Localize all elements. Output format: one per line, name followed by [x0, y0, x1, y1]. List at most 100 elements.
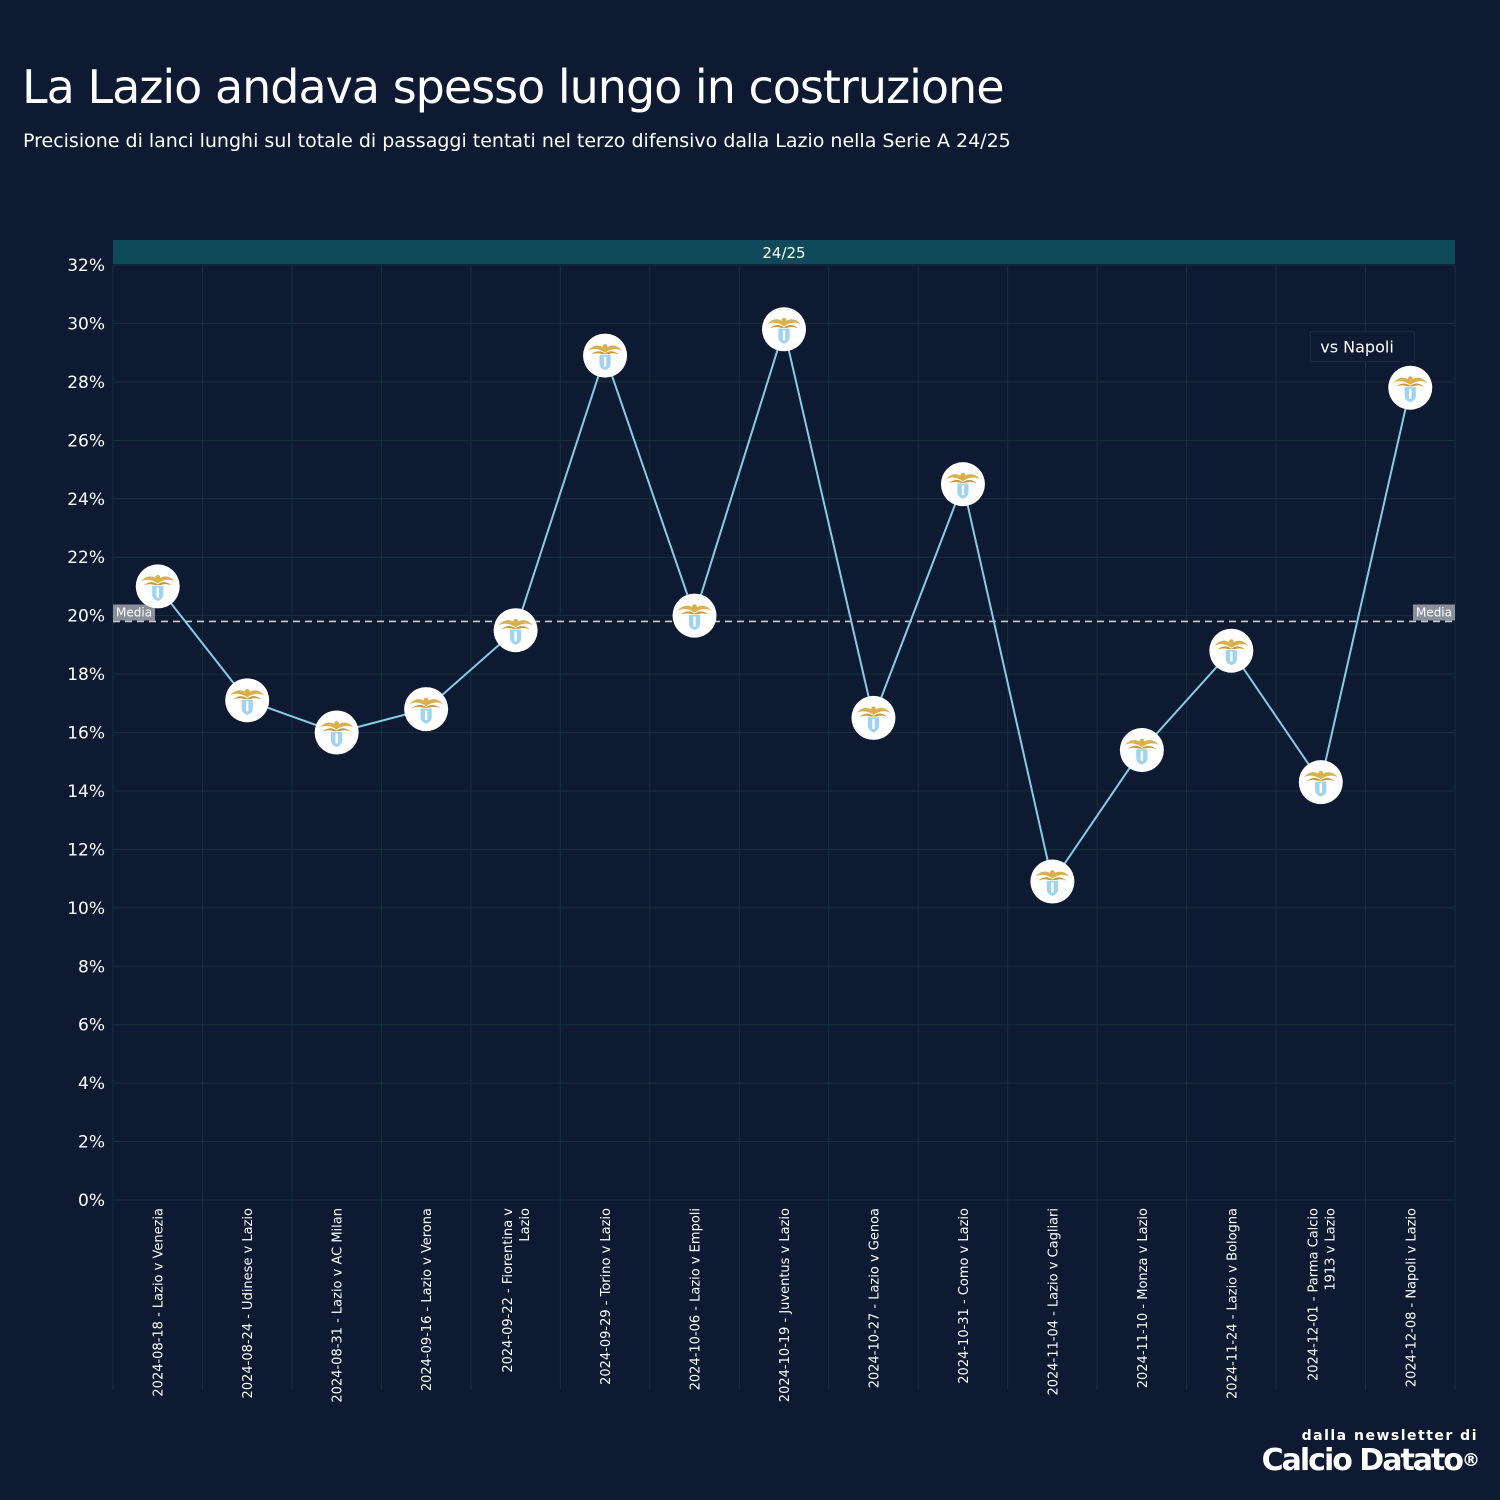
- lazio-crest-icon: [1393, 376, 1428, 404]
- y-tick-label: 2%: [78, 1133, 105, 1153]
- season-band-background: [113, 240, 1455, 264]
- season-band: 24/25: [113, 240, 1455, 264]
- lazio-crest-icon: [677, 604, 712, 632]
- x-tick-label-line: 2024-09-22 - Fiorentina v: [501, 1208, 516, 1373]
- average-tag-right: Media: [1416, 605, 1452, 619]
- lazio-crest-icon: [230, 688, 265, 716]
- y-tick-label: 28%: [67, 373, 105, 393]
- data-point: [940, 462, 985, 507]
- lazio-crest-icon: [498, 618, 533, 646]
- annotation-text: vs Napoli: [1320, 338, 1394, 357]
- average-tag-left: Media: [116, 605, 152, 619]
- x-tick-label: 2024-11-04 - Lazio v Cagliari: [1046, 1208, 1061, 1396]
- data-point: [1209, 628, 1254, 673]
- x-tick-label: 2024-08-24 - Udinese v Lazio: [241, 1208, 256, 1398]
- lazio-crest-icon: [140, 575, 175, 602]
- y-tick-label: 12%: [67, 840, 105, 860]
- lazio-crest-icon: [1124, 738, 1159, 766]
- y-tick-label: 20%: [67, 607, 105, 627]
- annotation-box: [1309, 331, 1415, 363]
- x-tick-label-line: 2024-12-01 - Parma Calcio: [1306, 1208, 1321, 1381]
- lazio-crest-icon: [1035, 870, 1070, 897]
- data-point: [1388, 365, 1433, 410]
- data-point: [672, 593, 717, 638]
- y-tick-label: 18%: [67, 665, 105, 685]
- data-point: [583, 333, 628, 378]
- x-tick-label: 2024-10-27 - Lazio v Genoa: [867, 1208, 882, 1388]
- y-tick-label: 24%: [67, 490, 105, 510]
- branding: dalla newsletter di Calcio Datato®: [1261, 1428, 1480, 1478]
- annotation-napoli: vs Napoli: [1309, 331, 1415, 363]
- x-tick-label: 2024-08-18 - Lazio v Venezia: [152, 1208, 167, 1397]
- x-tick-label: 2024-08-31 - Lazio v AC Milan: [331, 1208, 346, 1403]
- average-tag-right-background: [1413, 604, 1455, 621]
- y-tick-label: 16%: [67, 724, 105, 744]
- y-tick-label: 6%: [78, 1016, 105, 1036]
- x-tick-label-line: 2024-08-18 - Lazio v Venezia: [152, 1208, 167, 1397]
- y-tick-label: 10%: [67, 899, 105, 919]
- x-tick-label-line: Lazio: [518, 1208, 533, 1242]
- lazio-crest-icon: [945, 472, 980, 500]
- series-lazio: [156, 325, 1412, 884]
- x-tick-label: 2024-09-29 - Torino v Lazio: [599, 1208, 614, 1385]
- y-axis-ticks: 0% 2% 4% 6% 8% 10% 12% 14% 16% 18% 20% 22% 24% 26% 28%…: [67, 256, 105, 1211]
- y-tick-label: 32%: [67, 256, 105, 276]
- data-point: [404, 687, 449, 732]
- y-tick-label: 8%: [78, 957, 105, 977]
- data-point: [1298, 760, 1343, 805]
- x-tick-label-line: 1913 v Lazio: [1323, 1208, 1338, 1291]
- y-tick-label: 0%: [78, 1191, 105, 1211]
- x-tick-label: 2024-10-06 - Lazio v Empoli: [689, 1208, 704, 1390]
- x-tick-label-line: 2024-08-31 - Lazio v AC Milan: [331, 1208, 346, 1403]
- branding-logo: Calcio Datato®: [1261, 1443, 1480, 1478]
- x-tick-label-line: 2024-12-08 - Napoli v Lazio: [1404, 1208, 1419, 1387]
- x-tick-label-line: 2024-10-27 - Lazio v Genoa: [867, 1208, 882, 1388]
- average-tag-left-background: [113, 604, 155, 621]
- lazio-crest-icon: [409, 697, 444, 725]
- chart-title: La Lazio andava spesso lungo in costruzi…: [22, 60, 1005, 114]
- x-tick-label-line: 2024-11-04 - Lazio v Cagliari: [1046, 1208, 1061, 1396]
- x-tick-label: 2024-10-31 - Como v Lazio: [957, 1208, 972, 1384]
- x-tick-label-line: 2024-11-10 - Monza v Lazio: [1136, 1208, 1151, 1388]
- lazio-crest-icon: [856, 706, 891, 734]
- data-point: [1119, 728, 1164, 773]
- y-tick-label: 14%: [67, 782, 105, 802]
- data-point: [1030, 859, 1075, 904]
- x-axis-ticks: 2024-08-18 - Lazio v Venezia 2024-08-24 -…: [152, 1208, 1420, 1403]
- x-tick-label-line: 2024-09-29 - Torino v Lazio: [599, 1208, 614, 1385]
- average-line-group: Media Media: [113, 604, 1455, 623]
- lazio-crest-icon: [319, 721, 354, 748]
- data-point: [851, 695, 896, 740]
- x-tick-label-line: 2024-10-31 - Como v Lazio: [957, 1208, 972, 1384]
- data-point: [493, 608, 538, 653]
- x-tick-label-line: 2024-08-24 - Udinese v Lazio: [241, 1208, 256, 1398]
- x-tick-label: 2024-12-01 - Parma Calcio 1913 v Lazio: [1306, 1208, 1338, 1381]
- x-tick-label: 2024-09-16 - Lazio v Verona: [420, 1208, 435, 1391]
- x-tick-label: 2024-11-24 - Lazio v Bologna: [1225, 1208, 1240, 1399]
- x-tick-label: 2024-10-19 - Juventus v Lazio: [778, 1208, 793, 1402]
- x-tick-label: 2024-12-08 - Napoli v Lazio: [1404, 1208, 1419, 1387]
- chart-subtitle: Precisione di lanci lunghi sul totale di…: [23, 130, 1011, 152]
- branding-logo-text: Calcio Datato: [1261, 1443, 1464, 1478]
- x-tick-label-line: 2024-09-16 - Lazio v Verona: [420, 1208, 435, 1391]
- data-point: [225, 678, 270, 723]
- lazio-crest-icon: [767, 317, 801, 345]
- x-tick-label: 2024-11-10 - Monza v Lazio: [1136, 1208, 1151, 1388]
- lazio-crest-icon: [588, 344, 623, 371]
- season-band-label: 24/25: [762, 244, 805, 262]
- lazio-crest-icon: [1214, 639, 1249, 667]
- y-tick-label: 30%: [67, 314, 105, 334]
- data-point: [135, 564, 180, 609]
- x-tick-label-line: 2024-10-06 - Lazio v Empoli: [689, 1208, 704, 1390]
- y-tick-label: 26%: [67, 431, 105, 451]
- series-line: [156, 325, 1412, 884]
- data-points: [135, 307, 1433, 904]
- lazio-crest-icon: [1303, 770, 1338, 798]
- registered-mark-icon: ®: [1462, 1450, 1480, 1471]
- x-tick-label-line: 2024-10-19 - Juventus v Lazio: [778, 1208, 793, 1402]
- data-point: [762, 307, 806, 352]
- y-tick-label: 22%: [67, 548, 105, 568]
- x-tick-label-line: 2024-11-24 - Lazio v Bologna: [1225, 1208, 1240, 1399]
- branding-tagline: dalla newsletter di: [1301, 1428, 1478, 1444]
